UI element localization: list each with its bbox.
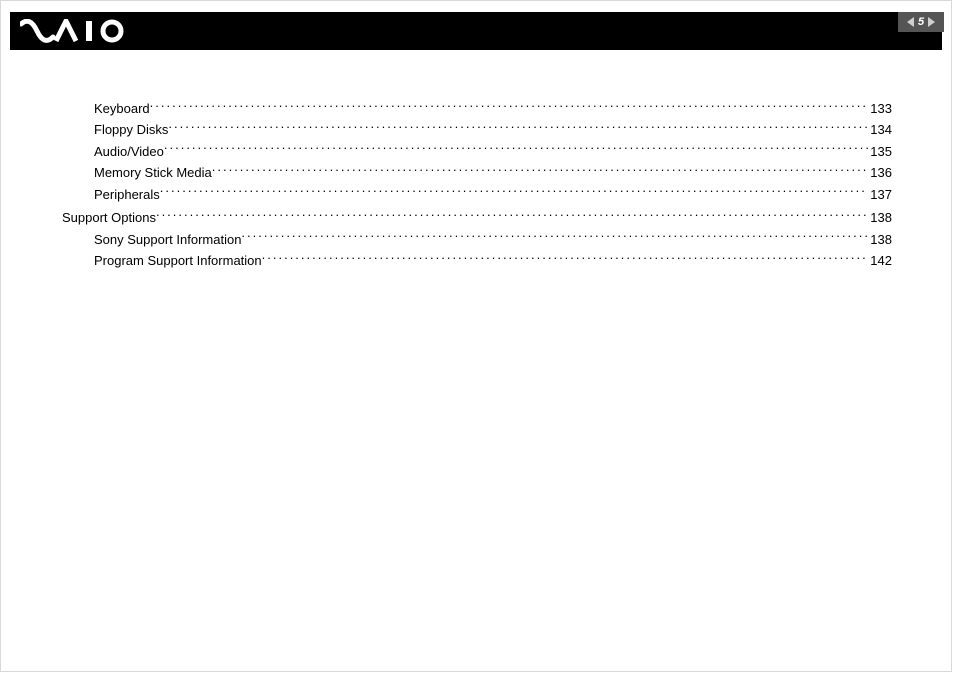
toc-entry[interactable]: Sony Support Information 138 <box>62 229 892 250</box>
toc-leader <box>150 100 869 113</box>
toc-page: 137 <box>868 184 892 205</box>
toc-entry[interactable]: Audio/Video 135 <box>62 141 892 162</box>
toc-label: Keyboard <box>94 98 150 119</box>
toc-page: 135 <box>868 141 892 162</box>
toc-label: Sony Support Information <box>94 229 241 250</box>
toc-leader <box>160 186 869 199</box>
toc-label: Program Support Information <box>94 250 262 271</box>
next-page-arrow-icon[interactable] <box>928 17 935 27</box>
toc-label: Audio/Video <box>94 141 164 162</box>
toc-page: 138 <box>868 229 892 250</box>
toc-label: Floppy Disks <box>94 119 168 140</box>
toc-label: Support Options <box>62 207 156 228</box>
toc-leader <box>262 252 869 265</box>
toc-leader <box>168 121 868 134</box>
toc-page: 136 <box>868 162 892 183</box>
toc-page: 134 <box>868 119 892 140</box>
vaio-logo <box>20 19 130 43</box>
toc-page: 138 <box>868 207 892 228</box>
toc-label: Peripherals <box>94 184 160 205</box>
toc-entry[interactable]: Floppy Disks 134 <box>62 119 892 140</box>
toc-entry[interactable]: Peripherals 137 <box>62 184 892 205</box>
page-number: 5 <box>918 16 924 28</box>
toc-entry[interactable]: Memory Stick Media 136 <box>62 162 892 183</box>
prev-page-arrow-icon[interactable] <box>907 17 914 27</box>
toc-leader <box>241 231 868 244</box>
toc-entry[interactable]: Keyboard 133 <box>62 98 892 119</box>
toc-page: 142 <box>868 250 892 271</box>
toc-leader <box>164 143 868 156</box>
toc-page: 133 <box>868 98 892 119</box>
toc-label: Memory Stick Media <box>94 162 212 183</box>
table-of-contents: Keyboard 133 Floppy Disks 134 Audio/Vide… <box>62 98 892 272</box>
header-bar <box>10 12 942 50</box>
toc-leader <box>212 164 869 177</box>
toc-entry[interactable]: Program Support Information 142 <box>62 250 892 271</box>
toc-entry[interactable]: Support Options 138 <box>62 207 892 228</box>
toc-leader <box>156 209 868 222</box>
page-navigator: 5 <box>898 12 944 32</box>
